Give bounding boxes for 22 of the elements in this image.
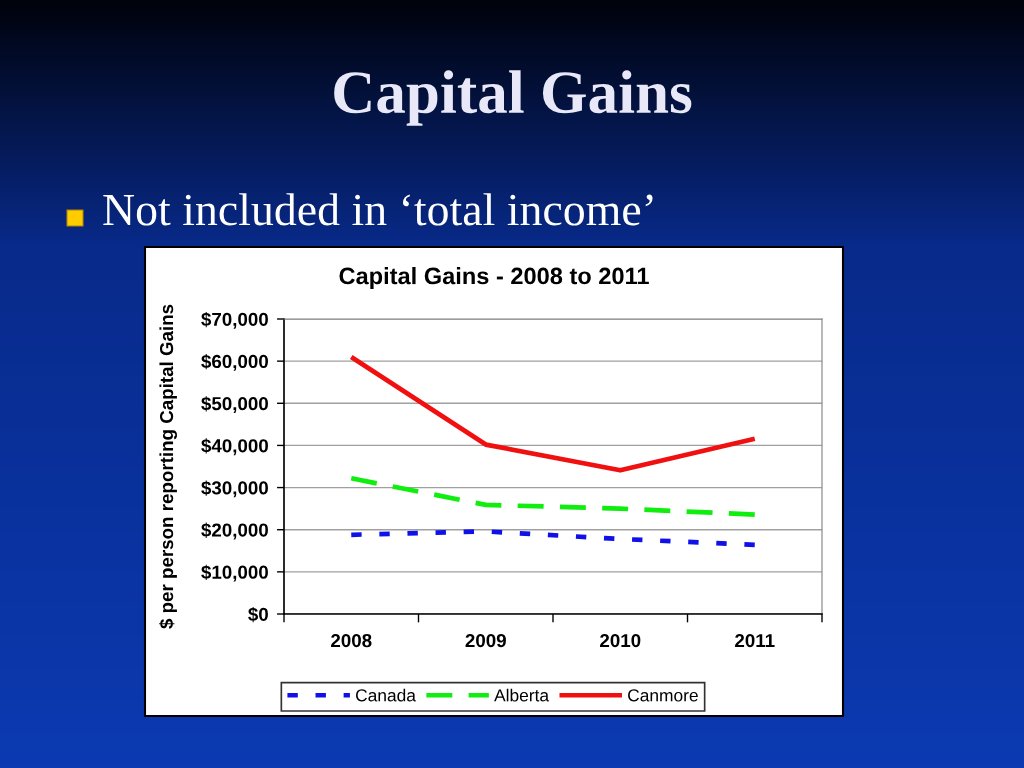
y-axis-title: $ per person reporting Capital Gains xyxy=(159,304,177,629)
x-tick-label: 2011 xyxy=(735,633,775,648)
line-series xyxy=(348,354,758,473)
line-series xyxy=(348,529,758,548)
legend-label: Canada xyxy=(356,688,416,702)
y-tick-label: $30,000 xyxy=(201,480,268,498)
y-tick-label: $40,000 xyxy=(201,438,268,456)
y-tick-label: $50,000 xyxy=(201,396,268,413)
y-tick-label: $10,000 xyxy=(201,564,268,582)
text: Capital Gains - 2008 to 2011 xyxy=(339,266,649,289)
line-series xyxy=(348,475,758,517)
x-tick-label: 2009 xyxy=(465,633,506,648)
x-tick-label: 2010 xyxy=(600,633,641,648)
y-tick-label: $70,000 xyxy=(201,311,268,329)
y-tick-label: $60,000 xyxy=(201,354,268,371)
legend-label: Canmore xyxy=(628,689,698,702)
y-tick-label: $0 xyxy=(248,606,268,623)
legend-label: Alberta xyxy=(494,688,550,702)
x-tick-label: 2008 xyxy=(331,633,372,648)
chart-title: Capital Gains xyxy=(334,70,692,126)
y-tick-label: $20,000 xyxy=(201,522,268,540)
chart-subtitle: Not included in ‘total income’ xyxy=(103,193,653,226)
